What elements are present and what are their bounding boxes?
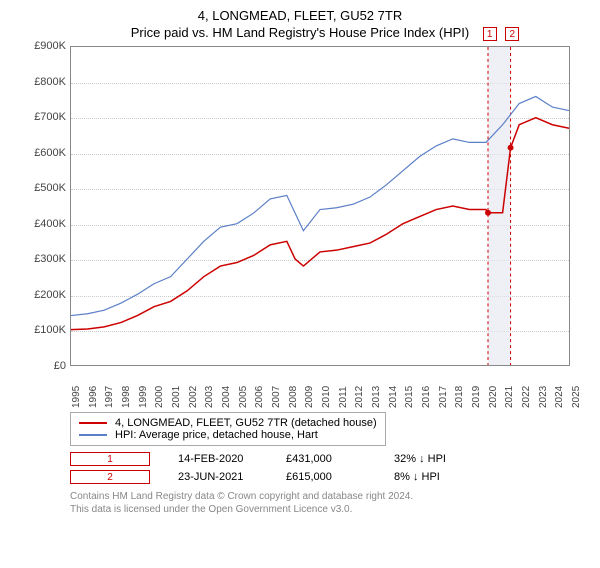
legend-item: HPI: Average price, detached house, Hart bbox=[79, 429, 377, 441]
legend-item: 4, LONGMEAD, FLEET, GU52 7TR (detached h… bbox=[79, 417, 377, 429]
y-axis-label: £600K bbox=[20, 147, 66, 159]
x-axis-label: 2009 bbox=[304, 386, 315, 408]
x-axis-label: 2007 bbox=[271, 386, 282, 408]
x-axis-label: 2005 bbox=[238, 386, 249, 408]
x-axis-label: 2017 bbox=[438, 386, 449, 408]
y-axis-label: £900K bbox=[20, 40, 66, 52]
x-axis-label: 1996 bbox=[88, 386, 99, 408]
x-axis-label: 2019 bbox=[471, 386, 482, 408]
chart-area: £0 £100K £200K £300K £400K £500K £600K £700K £80… bbox=[20, 46, 580, 406]
x-axis-label: 2016 bbox=[421, 386, 432, 408]
x-axis-label: 2024 bbox=[554, 386, 565, 408]
x-axis-label: 2018 bbox=[454, 386, 465, 408]
legend-swatch bbox=[79, 434, 107, 436]
x-axis-label: 2006 bbox=[254, 386, 265, 408]
sale-row: 1 14-FEB-2020 £431,000 32% ↓ HPI bbox=[70, 452, 580, 466]
x-axis-label: 2014 bbox=[388, 386, 399, 408]
legend-label: 4, LONGMEAD, FLEET, GU52 7TR (detached h… bbox=[115, 417, 377, 429]
y-axis-label: £400K bbox=[20, 218, 66, 230]
x-axis-label: 2012 bbox=[354, 386, 365, 408]
y-axis-label: £100K bbox=[20, 324, 66, 336]
y-axis-label: £700K bbox=[20, 111, 66, 123]
sale-marker-icon: 2 bbox=[70, 470, 150, 484]
legend-box: 4, LONGMEAD, FLEET, GU52 7TR (detached h… bbox=[70, 412, 386, 446]
x-axis-label: 2002 bbox=[188, 386, 199, 408]
sale-price: £431,000 bbox=[286, 453, 366, 465]
chart-marker-label: 1 bbox=[483, 27, 497, 41]
sales-table: 1 14-FEB-2020 £431,000 32% ↓ HPI 2 23-JU… bbox=[70, 452, 580, 484]
footer-line: This data is licensed under the Open Gov… bbox=[70, 503, 580, 516]
x-axis-label: 1998 bbox=[121, 386, 132, 408]
sale-marker-icon: 1 bbox=[70, 452, 150, 466]
x-axis-label: 2020 bbox=[488, 386, 499, 408]
footer-attribution: Contains HM Land Registry data © Crown c… bbox=[70, 490, 580, 516]
x-axis-label: 2008 bbox=[288, 386, 299, 408]
x-axis-label: 2021 bbox=[504, 386, 515, 408]
x-axis-label: 1997 bbox=[104, 386, 115, 408]
y-axis-label: £0 bbox=[20, 360, 66, 372]
x-axis-label: 2015 bbox=[404, 386, 415, 408]
x-axis-label: 2001 bbox=[171, 386, 182, 408]
x-axis-label: 2013 bbox=[371, 386, 382, 408]
sale-row: 2 23-JUN-2021 £615,000 8% ↓ HPI bbox=[70, 470, 580, 484]
sale-delta: 32% ↓ HPI bbox=[394, 453, 474, 465]
sale-price: £615,000 bbox=[286, 471, 366, 483]
sale-date: 14-FEB-2020 bbox=[178, 453, 258, 465]
x-axis-label: 1999 bbox=[138, 386, 149, 408]
x-axis-label: 1995 bbox=[71, 386, 82, 408]
legend-label: HPI: Average price, detached house, Hart bbox=[115, 429, 318, 441]
footer-line: Contains HM Land Registry data © Crown c… bbox=[70, 490, 580, 503]
x-axis-label: 2000 bbox=[154, 386, 165, 408]
plot-area: 1995199619971998199920002001200220032004… bbox=[70, 46, 570, 366]
x-axis-label: 2011 bbox=[338, 386, 349, 408]
x-axis-label: 2025 bbox=[571, 386, 582, 408]
y-axis-label: £300K bbox=[20, 253, 66, 265]
sale-delta: 8% ↓ HPI bbox=[394, 471, 474, 483]
chart-title-line1: 4, LONGMEAD, FLEET, GU52 7TR bbox=[0, 8, 600, 23]
legend-swatch bbox=[79, 422, 107, 424]
y-axis-label: £200K bbox=[20, 289, 66, 301]
y-axis-label: £800K bbox=[20, 76, 66, 88]
y-axis-label: £500K bbox=[20, 182, 66, 194]
x-axis-label: 2003 bbox=[204, 386, 215, 408]
x-axis-label: 2023 bbox=[538, 386, 549, 408]
x-axis-label: 2010 bbox=[321, 386, 332, 408]
chart-marker-label: 2 bbox=[505, 27, 519, 41]
x-axis-label: 2022 bbox=[521, 386, 532, 408]
sale-date: 23-JUN-2021 bbox=[178, 471, 258, 483]
x-axis-label: 2004 bbox=[221, 386, 232, 408]
